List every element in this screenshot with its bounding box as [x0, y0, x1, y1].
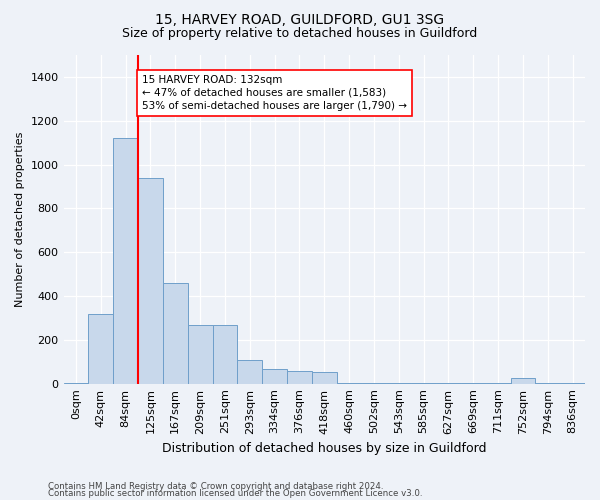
Bar — [511, 378, 535, 384]
Bar — [188, 324, 212, 384]
Bar — [113, 138, 138, 384]
Bar — [436, 382, 461, 384]
Bar — [560, 382, 585, 384]
Bar — [287, 370, 312, 384]
Bar — [138, 178, 163, 384]
X-axis label: Distribution of detached houses by size in Guildford: Distribution of detached houses by size … — [162, 442, 487, 455]
Bar — [163, 283, 188, 384]
Bar — [485, 382, 511, 384]
Bar — [312, 372, 337, 384]
Text: Contains public sector information licensed under the Open Government Licence v3: Contains public sector information licen… — [48, 489, 422, 498]
Bar — [337, 382, 362, 384]
Bar — [386, 382, 411, 384]
Bar — [362, 382, 386, 384]
Text: 15 HARVEY ROAD: 132sqm
← 47% of detached houses are smaller (1,583)
53% of semi-: 15 HARVEY ROAD: 132sqm ← 47% of detached… — [142, 74, 407, 111]
Text: Contains HM Land Registry data © Crown copyright and database right 2024.: Contains HM Land Registry data © Crown c… — [48, 482, 383, 491]
Bar — [64, 382, 88, 384]
Bar — [88, 314, 113, 384]
Text: 15, HARVEY ROAD, GUILDFORD, GU1 3SG: 15, HARVEY ROAD, GUILDFORD, GU1 3SG — [155, 12, 445, 26]
Bar — [535, 382, 560, 384]
Bar — [411, 382, 436, 384]
Bar — [238, 360, 262, 384]
Text: Size of property relative to detached houses in Guildford: Size of property relative to detached ho… — [122, 28, 478, 40]
Bar — [262, 370, 287, 384]
Y-axis label: Number of detached properties: Number of detached properties — [15, 132, 25, 307]
Bar — [461, 382, 485, 384]
Bar — [212, 324, 238, 384]
